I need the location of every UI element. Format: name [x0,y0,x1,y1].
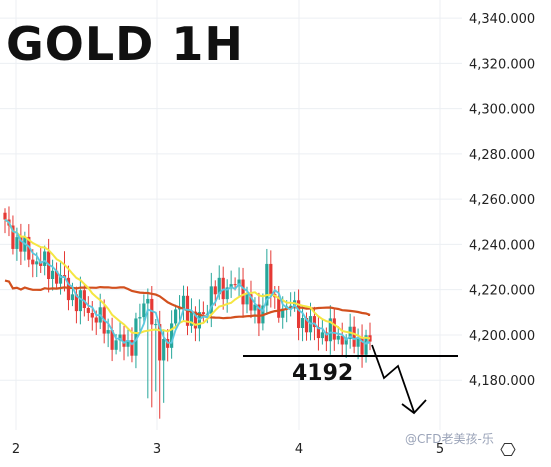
candle-body [221,277,225,300]
y-tick-label: 4,340.000 [469,12,535,27]
candle-body [253,304,257,311]
candle-body [316,327,321,339]
candle-body [233,284,237,286]
settings-icon[interactable]: ⎔ [500,440,516,461]
x-tick-label: 3 [153,442,161,457]
candle-body [126,339,130,347]
candle-body [177,308,182,310]
candle-body [15,237,19,249]
candle-body [90,312,94,318]
candle-body [3,212,7,220]
candle-body [189,311,194,326]
y-tick-label: 4,300.000 [469,103,535,118]
candle-body [162,338,166,361]
candle-body [146,298,150,304]
ma-fast-line [4,218,371,346]
candle-body [134,318,138,356]
candle-body [74,294,79,312]
candle-body [225,287,229,300]
candle-body [328,318,332,342]
candle-body [249,294,253,311]
candle-body [54,270,59,284]
y-tick-label: 4,220.000 [469,284,535,299]
candle-body [154,324,158,326]
candle-body [114,340,118,350]
candle-body [86,308,90,313]
candle-body [82,290,86,309]
candle-body [193,311,198,329]
candle-body [312,316,317,328]
candle-body [173,309,178,324]
candle-body [138,317,142,319]
y-tick-label: 4,320.000 [469,57,535,72]
projection-arrow-line [371,344,415,413]
candle-body [229,284,233,288]
candle-body [122,334,126,347]
candle-body [11,225,15,249]
candle-body [364,335,368,355]
candle-body [130,339,134,356]
candle-body [209,286,213,314]
candle-body [332,318,336,340]
candle-body [217,277,221,295]
candle-body [360,337,364,355]
candle-body [58,275,63,284]
y-tick-label: 4,200.000 [469,329,535,344]
candle-body [324,332,328,342]
x-tick-label: 2 [12,442,20,457]
candle-body [269,263,273,295]
y-tick-label: 4,280.000 [469,148,535,163]
candle-body [352,326,356,347]
candle-body [320,332,324,339]
candle-body [241,279,245,305]
candle-body [237,279,241,285]
candle-body [213,286,217,295]
candle-body [94,317,98,323]
candle-body [70,294,75,301]
candle-body [336,335,340,340]
watermark-text: @CFD老美孩-乐 [405,432,494,446]
candle-body [142,303,146,318]
candle-body [78,290,82,312]
candle-body [118,334,122,341]
candle-body [304,318,309,333]
candle-body [265,263,269,306]
candle-body [281,308,285,318]
candle-body [344,338,348,345]
candle-body [51,270,55,279]
candle-body [289,305,293,307]
candle-body [27,236,31,260]
candle-body [257,304,261,324]
projection-arrow-head [401,399,427,415]
candle-body [340,335,344,345]
candle-body [170,323,174,348]
ma-mid-line [4,218,371,340]
candle-body [201,312,205,315]
y-tick-label: 4,240.000 [469,238,535,253]
candle-body [19,237,23,252]
chart-title: GOLD 1H [6,17,244,71]
candle-body [245,294,249,305]
y-tick-label: 4,180.000 [469,374,535,389]
candle-body [205,313,209,315]
candle-body [35,261,39,265]
candle-body [300,318,305,328]
candle-body [356,337,360,347]
candle-body [158,324,162,361]
support-level-label: 4192 [292,361,353,386]
candle-body [110,330,114,350]
candle-body [181,295,186,309]
y-tick-label: 4,260.000 [469,193,535,208]
x-tick-label: 4 [295,442,303,457]
candle-body [43,251,47,266]
candle-body [296,300,301,328]
candle-body [31,259,35,265]
x-tick-label: 5 [436,442,444,457]
candle-body [106,330,110,334]
candle-body [277,297,281,318]
